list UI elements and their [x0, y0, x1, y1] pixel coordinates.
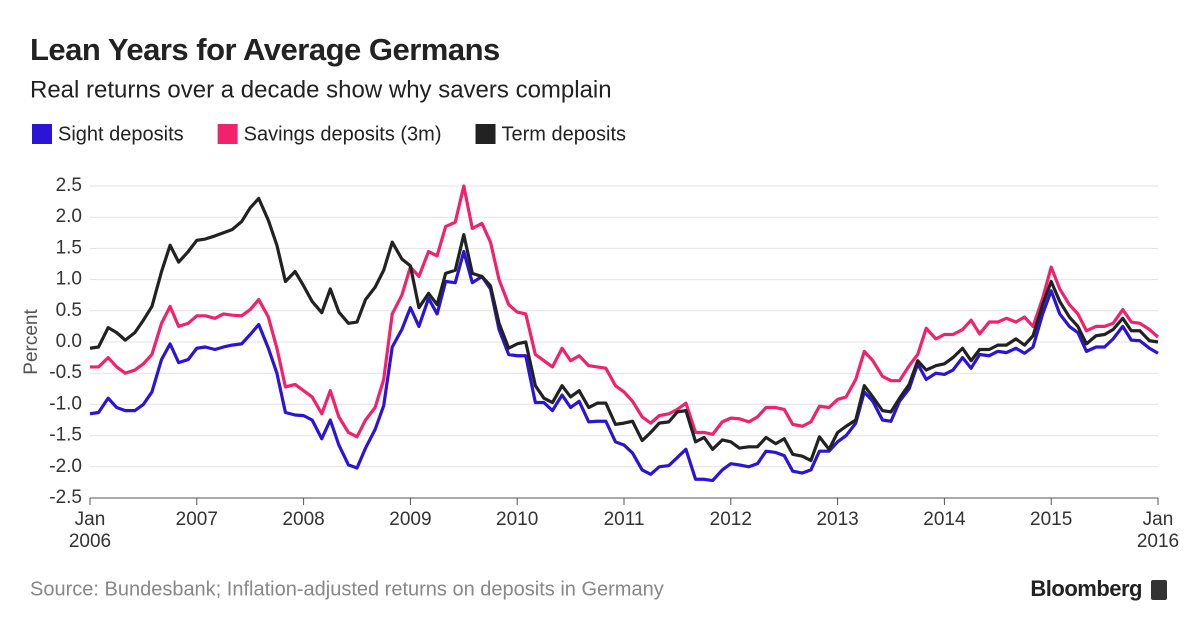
chart-title: Lean Years for Average Germans [30, 32, 500, 67]
x-tick-label: 2013 [816, 509, 858, 530]
brand-icon [1151, 580, 1167, 600]
y-axis-label: Percent [21, 309, 42, 375]
x-tick-label: 2010 [496, 509, 538, 530]
y-tick-label: 1.5 [56, 237, 82, 258]
y-tick-label: 0.0 [56, 331, 82, 352]
legend-swatch [475, 124, 496, 144]
legend-swatch [217, 124, 238, 144]
y-tick-label: -2.5 [49, 487, 82, 508]
y-tick-label: 2.5 [56, 175, 82, 196]
x-tick-label: 2007 [176, 509, 218, 530]
x-tick-label: Jan 2006 [69, 509, 111, 552]
source-note: Source: Bundesbank; Inflation-adjusted r… [30, 578, 664, 600]
series-line [89, 196, 1159, 463]
x-tick-label: 2011 [604, 509, 645, 530]
y-tick-label: -1.0 [49, 393, 82, 414]
y-tick-label: 2.0 [56, 206, 82, 227]
y-tick-label: -2.0 [49, 456, 82, 477]
x-tick-label: 2009 [389, 509, 431, 530]
legend-swatch [32, 124, 52, 144]
brand-logo: Bloomberg [1030, 576, 1142, 601]
series-line [89, 249, 1159, 483]
x-tick-label: 2012 [710, 509, 752, 530]
series-line [90, 184, 1160, 439]
y-tick-label: -0.5 [49, 362, 82, 383]
x-tick-label: 2014 [923, 509, 966, 530]
y-tick-label: 0.5 [56, 300, 82, 321]
legend-label: Term deposits [502, 123, 627, 145]
x-tick-label: Jan 2016 [1137, 509, 1179, 552]
x-tick-label: 2008 [282, 509, 324, 530]
chart-subtitle: Real returns over a decade show why save… [30, 76, 612, 103]
x-tick-label: 2015 [1030, 509, 1072, 530]
legend-label: Sight deposits [58, 123, 184, 145]
y-tick-label: -1.5 [49, 425, 82, 446]
legend-label: Savings deposits (3m) [244, 123, 442, 145]
y-tick-label: 1.0 [56, 269, 82, 290]
